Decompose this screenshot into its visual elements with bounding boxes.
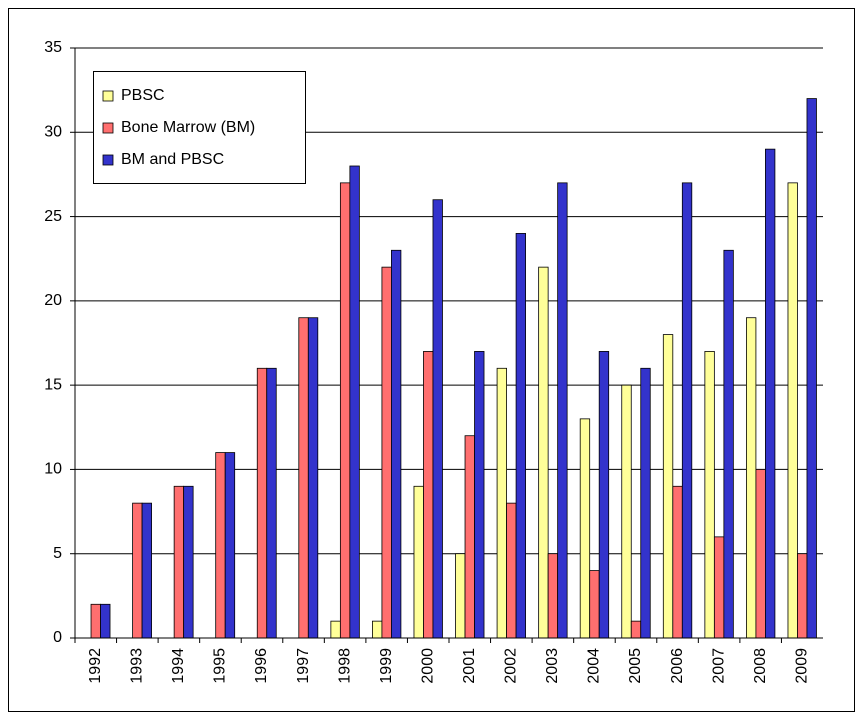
bar xyxy=(381,266,392,639)
bar xyxy=(621,384,632,639)
bar xyxy=(90,603,101,639)
bar xyxy=(589,570,600,639)
bar xyxy=(547,553,559,639)
x-tick-label: 2004 xyxy=(586,648,603,684)
bar xyxy=(474,351,485,639)
bar xyxy=(391,249,402,639)
legend-label: PBSC xyxy=(121,87,165,104)
x-tick-label: 2000 xyxy=(419,648,436,684)
x-tick-label: 1998 xyxy=(336,648,353,684)
legend-label: Bone Marrow (BM) xyxy=(121,119,255,136)
bar xyxy=(515,233,526,639)
y-tick-label: 35 xyxy=(44,39,62,56)
x-tick-label: 1997 xyxy=(295,648,312,684)
bar xyxy=(538,266,549,639)
bar xyxy=(723,249,734,639)
bar xyxy=(141,502,152,639)
bar xyxy=(557,182,568,639)
bar xyxy=(765,148,776,639)
bar xyxy=(579,418,591,639)
bar xyxy=(797,553,808,639)
bar xyxy=(330,620,341,639)
bar xyxy=(704,351,715,639)
legend-box xyxy=(93,71,306,184)
x-tick-label: 1999 xyxy=(378,648,395,684)
x-tick-label: 2003 xyxy=(544,648,561,684)
bar xyxy=(432,199,443,639)
y-tick-label: 20 xyxy=(44,292,62,309)
bar xyxy=(173,485,185,639)
x-tick-label: 1993 xyxy=(129,648,146,684)
bar xyxy=(746,317,757,639)
bar xyxy=(630,620,642,639)
bar xyxy=(307,317,319,639)
bar xyxy=(713,536,725,639)
bar xyxy=(464,435,475,639)
bar xyxy=(339,182,351,639)
y-tick-label: 30 xyxy=(44,124,62,141)
bar xyxy=(349,165,360,639)
y-tick-label: 0 xyxy=(53,629,62,646)
x-tick-label: 2007 xyxy=(710,648,727,684)
bar xyxy=(506,502,517,639)
bar xyxy=(266,367,277,639)
x-tick-label: 1995 xyxy=(212,648,229,684)
legend-label: BM and PBSC xyxy=(121,151,224,168)
bar xyxy=(372,620,383,639)
x-tick-label: 1996 xyxy=(253,648,270,684)
bar xyxy=(662,334,674,639)
bar xyxy=(640,367,651,639)
bar xyxy=(132,502,143,639)
y-tick-label: 5 xyxy=(53,545,62,562)
x-tick-label: 2006 xyxy=(669,648,686,684)
bar xyxy=(100,603,111,639)
x-tick-label: 2001 xyxy=(461,648,478,684)
x-tick-label: 1992 xyxy=(87,648,104,684)
x-tick-label: 2009 xyxy=(793,648,810,684)
bar xyxy=(215,452,226,639)
bar xyxy=(183,485,194,639)
x-tick-label: 2008 xyxy=(752,648,769,684)
bar xyxy=(806,98,817,639)
bar xyxy=(787,182,798,639)
bar xyxy=(681,182,693,639)
bar xyxy=(423,351,434,639)
bar xyxy=(672,485,683,639)
legend-swatch xyxy=(102,90,114,102)
bar xyxy=(256,367,268,639)
bar xyxy=(496,367,507,639)
bar xyxy=(598,351,610,639)
y-tick-label: 10 xyxy=(44,461,62,478)
bar xyxy=(455,553,466,639)
bar xyxy=(298,317,309,639)
legend-swatch xyxy=(102,154,114,166)
bar xyxy=(755,469,766,639)
x-tick-label: 2002 xyxy=(503,648,520,684)
y-tick-label: 25 xyxy=(44,208,62,225)
x-tick-label: 1994 xyxy=(170,648,187,684)
bar xyxy=(224,452,236,639)
legend-swatch xyxy=(102,122,114,134)
x-tick-label: 2005 xyxy=(627,648,644,684)
bar xyxy=(413,485,424,639)
y-tick-label: 15 xyxy=(44,376,62,393)
